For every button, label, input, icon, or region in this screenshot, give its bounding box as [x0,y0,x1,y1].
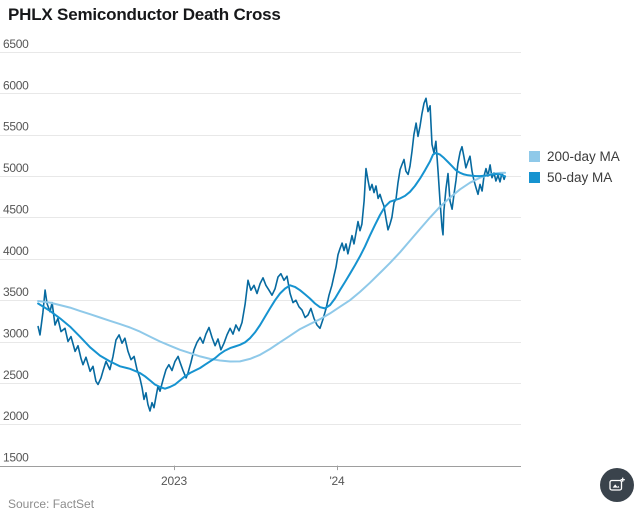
y-tick-label: 6000 [3,78,29,92]
series-phlx-semiconductor-index [37,97,506,412]
y-tick-label: 1500 [3,451,29,465]
x-tick-label: '24 [329,474,345,488]
y-tick-label: 3500 [3,285,29,299]
legend-label-200-day-ma: 200-day MA [547,148,620,164]
series-50-day-ma [37,151,507,390]
y-tick-label: 2000 [3,409,29,423]
legend-swatch-200-day-ma [529,150,540,162]
series-200-day-ma [37,171,507,363]
add-image-icon [609,477,625,491]
y-tick-label: 3000 [3,327,29,341]
legend-row-200-day-ma: 200-day MA [529,148,620,164]
legend-label-50-day-ma: 50-day MA [547,169,613,185]
chart-title: PHLX Semiconductor Death Cross [8,5,281,24]
y-tick-label: 5500 [3,120,29,134]
legend-row-50-day-ma: 50-day MA [529,169,620,185]
x-tick-label: 2023 [161,474,187,488]
y-tick-label: 4500 [3,202,29,216]
chart-legend: 200-day MA 50-day MA [529,148,620,190]
source-label: Source: FactSet [8,497,95,511]
y-tick-label: 5000 [3,161,29,175]
y-tick-label: 2500 [3,368,29,382]
y-tick-label: 4000 [3,244,29,258]
export-image-button[interactable] [600,468,634,502]
gridlines [0,52,521,467]
y-tick-label: 6500 [3,37,29,51]
legend-swatch-50-day-ma [529,171,540,183]
